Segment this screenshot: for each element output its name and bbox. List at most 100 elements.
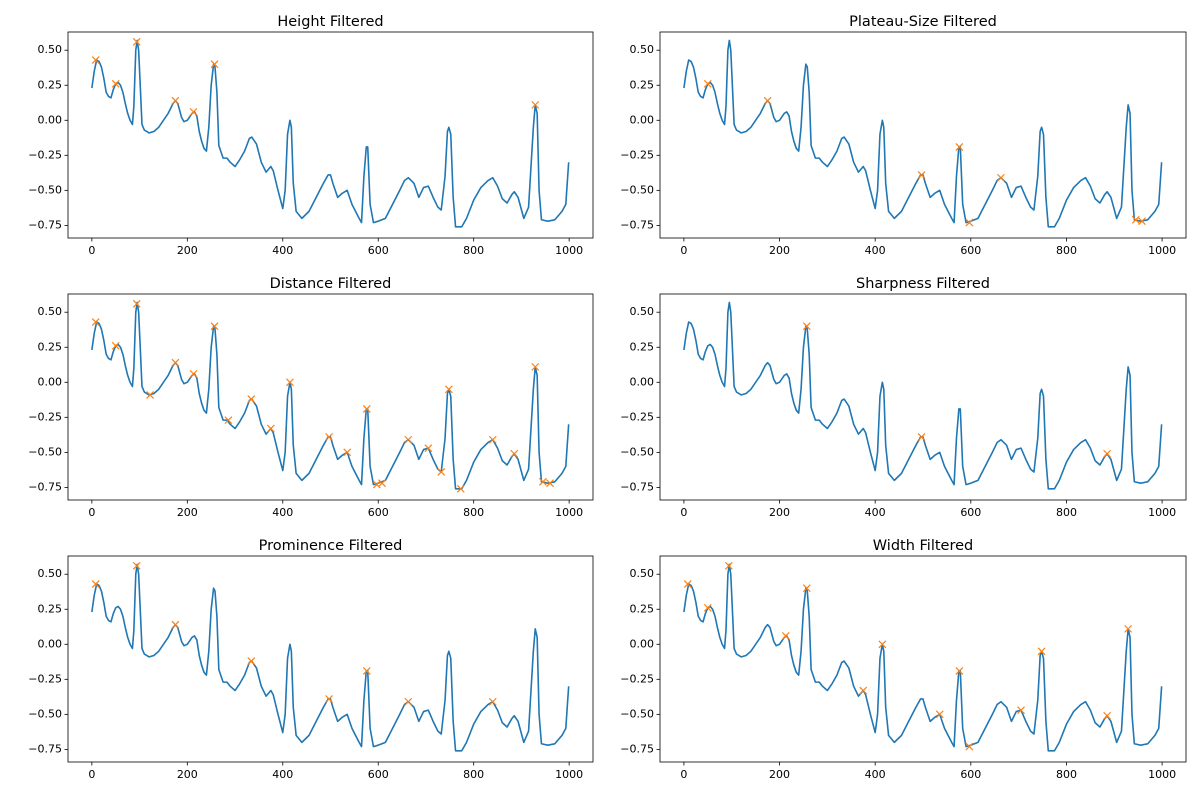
x-tick-label: 400 [865,244,886,257]
peak-marker [1131,215,1140,224]
peak-marker [724,561,733,570]
y-tick-label: 0.25 [630,602,655,615]
peak-marker [210,322,219,331]
x-tick-label: 200 [769,244,790,257]
peak-marker [189,369,198,378]
y-tick-label: 0.50 [630,305,655,318]
x-tick-label: 1000 [555,506,583,519]
x-tick-label: 0 [680,506,687,519]
y-tick-label: −0.75 [28,742,62,755]
subplot: Sharpness Filtered −0.75 −0.50 −0.25 0.00 0.2… [620,276,1187,519]
peak-marker [444,385,453,394]
peak-marker [224,416,233,425]
y-tick-label: −0.75 [620,480,654,493]
y-tick-label: −0.75 [28,480,62,493]
x-tick-label: 200 [177,506,198,519]
subplot: Width Filtered −0.75 −0.50 −0.25 0.00 0.25 0.5… [620,538,1187,781]
peak-marker [917,171,926,179]
y-tick-label: −0.75 [28,218,62,231]
peak-marker [378,479,386,488]
x-tick-label: 1000 [1148,506,1176,519]
y-tick-label: 0.00 [630,375,655,388]
peak-marker [362,666,371,675]
peak-marker [1103,711,1112,720]
peak-marker [132,37,141,46]
axes-frame [67,31,594,239]
peak-marker [955,142,964,151]
y-tick-label: −0.75 [620,218,654,231]
peak-marker [266,424,275,433]
axes-frame [659,293,1187,501]
peak-marker [1138,217,1146,226]
peak-marker [171,358,180,367]
peak-marker [1124,624,1133,633]
peak-marker [763,96,772,105]
peak-marker [210,60,219,69]
axes-frame [659,555,1187,763]
peak-marker [488,435,497,444]
peak-marker [703,603,712,612]
peak-marker [404,435,413,444]
peak-marker [546,479,554,488]
x-tick-label: 800 [463,768,484,781]
peak-marker [437,468,446,476]
y-tick-label: −0.50 [28,707,62,720]
y-tick-label: −0.25 [28,672,62,685]
signal-line [683,39,1163,228]
x-tick-label: 600 [960,244,981,257]
signal-line [91,39,570,228]
y-tick-label: 0.25 [38,340,63,353]
y-tick-label: −0.50 [620,183,654,196]
peak-marker [171,96,180,105]
x-tick-label: 600 [368,506,389,519]
y-tick-label: 0.00 [38,113,63,126]
peak-marker [111,341,120,350]
x-tick-label: 400 [865,506,886,519]
y-tick-label: −0.50 [28,445,62,458]
y-tick-label: −0.50 [620,445,654,458]
axes-frame [67,293,594,501]
x-tick-label: 0 [680,768,687,781]
peak-marker [91,56,100,64]
x-tick-label: 200 [769,768,790,781]
y-tick-label: 0.25 [630,340,655,353]
signal-line [91,301,570,490]
x-tick-label: 600 [960,768,981,781]
peak-marker [965,218,974,227]
peak-marker [132,299,141,308]
y-tick-label: 0.00 [38,375,63,388]
y-tick-label: −0.25 [28,148,62,161]
x-tick-label: 1000 [1148,768,1176,781]
peak-marker [859,686,868,695]
peak-marker [997,173,1005,182]
subplot: Height Filtered −0.75 −0.50 −0.25 0.00 0.25 0.… [28,14,594,257]
y-tick-label: −0.25 [620,148,654,161]
y-tick-label: 0.50 [630,43,655,56]
y-tick-label: −0.25 [620,672,654,685]
peak-marker [531,100,540,109]
x-tick-label: 200 [177,768,198,781]
y-tick-label: 0.25 [630,78,655,91]
subplot-title: Height Filtered [277,14,383,30]
peak-marker [247,657,256,666]
x-tick-label: 800 [1056,768,1077,781]
y-tick-label: 0.50 [38,567,63,580]
x-tick-label: 1000 [555,244,583,257]
signal-line [91,563,570,752]
peak-marker [802,322,811,331]
peak-marker [531,362,540,371]
peak-marker [91,580,100,588]
peak-marker [955,666,964,675]
y-tick-label: −0.25 [28,410,62,423]
subplot: Plateau-Size Filtered −0.75 −0.50 −0.25 0.00… [620,14,1187,257]
x-tick-label: 0 [88,244,95,257]
x-tick-label: 200 [177,244,198,257]
peak-marker [404,697,413,706]
y-tick-label: 0.00 [630,113,655,126]
peak-marker [91,318,100,326]
x-tick-label: 400 [272,768,293,781]
peak-marker [917,433,926,441]
subplot-title: Prominence Filtered [259,538,403,554]
